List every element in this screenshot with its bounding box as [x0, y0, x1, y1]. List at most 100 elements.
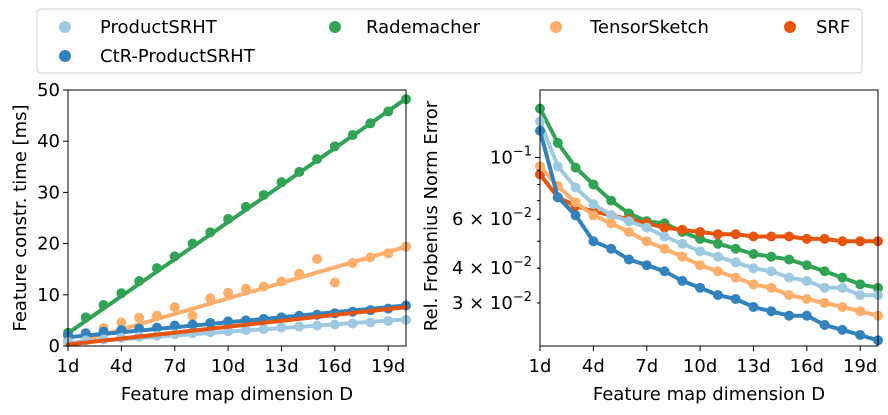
right-point-srf [712, 229, 723, 240]
right-point-rademacher [837, 272, 848, 283]
right-point-ctr-productsrht [784, 310, 795, 321]
legend-marker-ctr-productsrht [59, 50, 71, 62]
right-point-srf [748, 231, 759, 242]
right-x-tick-label: 10d [683, 356, 717, 377]
legend-label-productsrht: ProductSRHT [100, 17, 218, 38]
legend: ProductSRHT Rademacher TensorSketch SRF … [36, 8, 863, 74]
left-point-rademacher [383, 106, 394, 117]
left-point-productsrht [347, 318, 358, 329]
left-point-rademacher [240, 201, 251, 212]
right-series-group [535, 103, 883, 346]
left-x-tick-label: 19d [371, 356, 405, 377]
left-point-productsrht [294, 321, 305, 332]
right-y-tick-label: 10−1 [490, 145, 532, 169]
right-point-ctr-productsrht [695, 282, 706, 293]
left-point-ctr-productsrht [116, 325, 127, 336]
left-point-rademacher [151, 263, 162, 274]
left-x-tick-label: 4d [110, 356, 133, 377]
left-point-rademacher [205, 227, 216, 238]
legend-entry-srf: SRF [784, 17, 850, 38]
right-point-srf [730, 229, 741, 240]
left-y-tick-label: 10 [37, 285, 60, 306]
left-x-tick-label: 16d [318, 356, 352, 377]
right-point-tensorsketch [730, 272, 741, 283]
right-point-srf [677, 224, 688, 235]
right-point-ctr-productsrht [748, 302, 759, 313]
left-series-ctr-productsrht [63, 300, 411, 341]
left-x-tick-label: 10d [211, 356, 245, 377]
left-point-tensorsketch [223, 287, 234, 298]
legend-frame [36, 8, 863, 74]
left-point-tensorsketch [187, 310, 198, 321]
right-point-tensorsketch [695, 260, 706, 271]
left-y-tick-label: 40 [37, 131, 60, 152]
right-point-tensorsketch [855, 306, 866, 317]
left-fit-line-srf [66, 305, 408, 347]
left-x-tick-label: 7d [163, 356, 186, 377]
right-point-tensorsketch [659, 243, 670, 254]
right-point-productsrht [677, 238, 688, 249]
plot-left-construction-time: 1d 4d 7d 10d 13d 16d 19d 0 10 20 30 40 50 Feature ma… [10, 80, 411, 405]
right-point-rademacher [801, 260, 812, 271]
left-series-rademacher [63, 94, 411, 338]
right-x-tick-label: 16d [790, 356, 824, 377]
left-point-ctr-productsrht [187, 319, 198, 330]
right-point-srf [766, 231, 777, 242]
left-point-ctr-productsrht [223, 316, 234, 327]
right-point-rademacher [712, 238, 723, 249]
left-point-tensorsketch [276, 276, 287, 287]
right-point-rademacher [588, 179, 599, 190]
left-x-tick-label: 1d [57, 356, 80, 377]
right-point-rademacher [552, 137, 563, 148]
right-series-rademacher [535, 103, 883, 293]
right-x-tick-label: 1d [529, 356, 552, 377]
left-y-tick-label: 30 [37, 182, 60, 203]
left-point-rademacher [347, 130, 358, 141]
right-point-srf [801, 233, 812, 244]
right-point-productsrht [641, 222, 652, 233]
right-point-productsrht [570, 182, 581, 193]
legend-marker-tensorsketch [550, 21, 562, 33]
legend-marker-rademacher [329, 21, 341, 33]
legend-label-rademacher: Rademacher [366, 17, 481, 38]
right-point-ctr-productsrht [855, 330, 866, 341]
right-point-rademacher [855, 279, 866, 290]
right-point-rademacher [748, 248, 759, 259]
left-point-rademacher [365, 118, 376, 129]
right-point-productsrht [855, 290, 866, 301]
right-point-ctr-productsrht [712, 290, 723, 301]
left-point-rademacher [258, 189, 269, 200]
left-point-ctr-productsrht [205, 317, 216, 328]
left-point-ctr-productsrht [98, 326, 109, 337]
right-point-productsrht [819, 282, 830, 293]
left-point-productsrht [383, 315, 394, 326]
right-point-productsrht [837, 282, 848, 293]
right-point-tensorsketch [570, 197, 581, 208]
right-point-tensorsketch [837, 302, 848, 313]
left-point-rademacher [80, 312, 91, 323]
left-point-ctr-productsrht [134, 323, 145, 334]
right-point-ctr-productsrht [552, 192, 563, 203]
legend-entry-ctr-productsrht: CtR-ProductSRHT [59, 46, 256, 67]
right-point-rademacher [766, 251, 777, 262]
left-point-tensorsketch [329, 277, 340, 288]
legend-label-srf: SRF [816, 17, 850, 38]
right-y-tick-label: 6 × 10−2 [452, 206, 532, 230]
right-point-tensorsketch [623, 226, 634, 237]
right-point-ctr-productsrht [606, 243, 617, 254]
right-y-axis-label: Rel. Frobenius Norm Error [421, 100, 442, 331]
right-point-productsrht [695, 246, 706, 257]
left-ticks-group: 1d 4d 7d 10d 13d 16d 19d 0 10 20 30 40 50 [37, 80, 405, 377]
right-axes-frame [539, 89, 879, 347]
right-point-productsrht [766, 266, 777, 277]
right-ticks-group: 1d 4d 7d 10d 13d 16d 19d 10−1 6 × 10−2 4 × 10−2 3 … [452, 145, 877, 377]
left-point-tensorsketch [312, 253, 323, 264]
left-point-tensorsketch [205, 293, 216, 304]
left-axes-frame [67, 89, 407, 347]
left-point-productsrht [276, 322, 287, 333]
left-point-tensorsketch [169, 302, 180, 313]
right-x-tick-label: 7d [635, 356, 658, 377]
plot-right-norm-error: 1d 4d 7d 10d 13d 16d 19d 10−1 6 × 10−2 4 × 10−2 3 … [421, 89, 883, 405]
left-point-productsrht [312, 320, 323, 331]
